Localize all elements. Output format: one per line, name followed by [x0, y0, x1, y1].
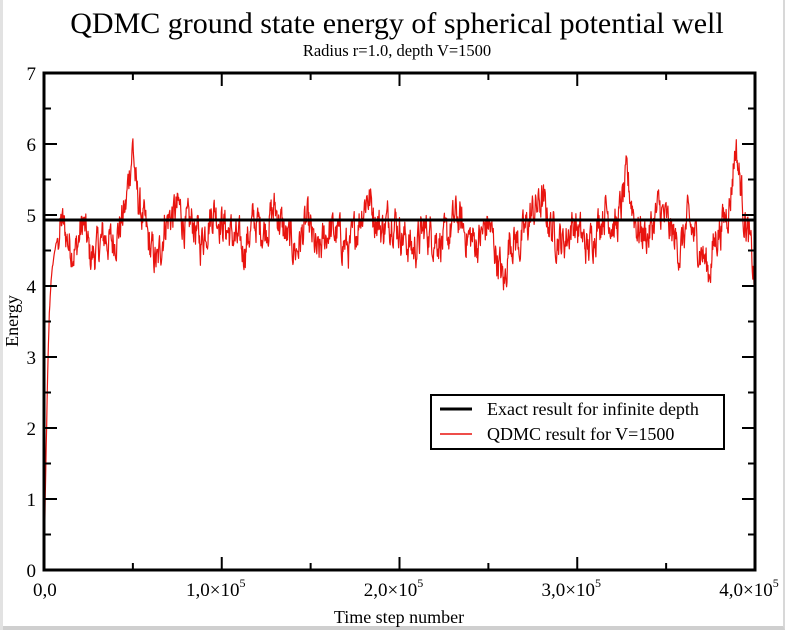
image-frame-left-edge: [0, 0, 3, 630]
axes-frame: [42, 71, 757, 572]
y-tick-label: 2: [27, 419, 37, 440]
series-layer: [43, 138, 756, 570]
legend-box: [430, 394, 725, 450]
x-tick-label: 2,0×105: [364, 576, 423, 601]
x-axis-label: Time step number: [334, 607, 464, 627]
x-tick-label: 0,0: [33, 580, 57, 601]
x-tick-label-exponent: 5: [595, 576, 601, 590]
x-tick-label-exponent: 5: [239, 576, 245, 590]
y-tick-label: 1: [27, 490, 37, 511]
ticks-layer: 0 1 2 3 4 5 6 7 0,0 1,0×105 2,0×105 3,0×105 4,0×105: [27, 64, 779, 601]
x-tick-label-exponent: 5: [417, 576, 423, 590]
legend-label-qdmc: QDMC result for V=1500: [487, 424, 674, 444]
legend-label-exact: Exact result for infinite depth: [487, 399, 699, 419]
y-tick-label: 3: [27, 348, 37, 369]
series-line-qdmc: [43, 138, 756, 570]
y-tick-label: 7: [27, 64, 37, 85]
y-tick-label: 6: [27, 135, 37, 156]
x-tick-label: 1,0×105: [186, 576, 245, 601]
x-tick-label: 4,0×105: [719, 576, 778, 601]
legend: Exact result for infinite depth QDMC res…: [430, 394, 725, 450]
chart-subtitle: Radius r=1.0, depth V=1500: [303, 41, 491, 60]
y-tick-label: 4: [27, 277, 37, 298]
plot-area: 0 1 2 3 4 5 6 7 0,0 1,0×105 2,0×105 3,0×105 4,0×105: [27, 64, 779, 601]
chart-title: QDMC ground state energy of spherical po…: [70, 7, 723, 40]
y-axis-label: Energy: [2, 295, 22, 347]
x-tick-label: 3,0×105: [542, 576, 601, 601]
y-tick-label: 0: [27, 561, 37, 582]
y-tick-label: 5: [27, 206, 37, 227]
x-tick-label-exponent: 5: [773, 576, 779, 590]
